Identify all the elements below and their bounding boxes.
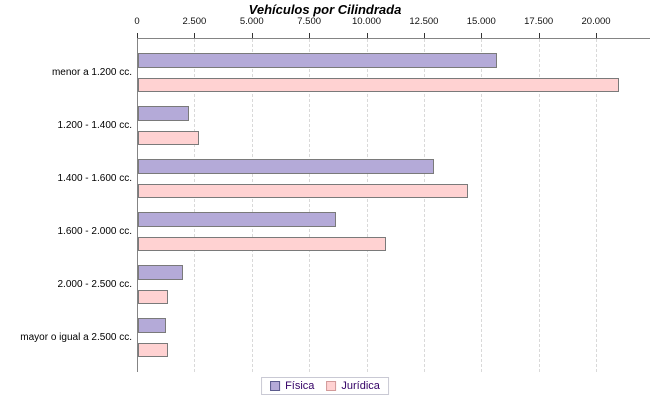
legend-label: Jurídica	[341, 380, 380, 392]
value-axis-tick-label: 17.500	[524, 16, 554, 27]
bar-jurídica-1	[138, 78, 619, 92]
gridline	[538, 39, 540, 372]
value-axis-tick-label: 5.000	[239, 16, 264, 27]
gridline	[423, 39, 425, 372]
value-axis-tick-label: 7.500	[297, 16, 322, 27]
value-axis-line	[137, 38, 650, 39]
legend-label: Física	[285, 380, 315, 392]
legend-item-física: Física	[270, 380, 314, 392]
bar-física-5	[138, 264, 183, 280]
category-label: menor a 1.200 cc.	[51, 67, 132, 78]
bar-jurídica-2	[138, 130, 199, 145]
value-axis-tick-label: 0	[134, 16, 140, 27]
category-label: 2.000 - 2.500 cc.	[57, 278, 133, 290]
bar-física-2	[138, 105, 190, 121]
value-axis-tick-mark	[194, 33, 196, 38]
value-axis-tick-label: 2.500	[182, 16, 207, 27]
bar-física-1	[138, 53, 498, 68]
value-axis-tick-label: 12.500	[409, 16, 439, 27]
bar-jurídica-5	[138, 289, 168, 304]
value-axis-tick-mark	[251, 33, 253, 38]
value-axis-tick-mark	[309, 33, 311, 38]
value-axis-tick-mark	[481, 33, 483, 38]
legend-swatch-física	[270, 381, 281, 391]
chart-title: Vehículos por Cilindrada	[248, 2, 402, 17]
value-axis-tick-mark	[423, 33, 425, 38]
bar-física-4	[138, 211, 336, 227]
category-label: 1.400 - 1.600 cc.	[57, 172, 133, 184]
bar-física-6	[138, 317, 167, 333]
gridline	[194, 39, 196, 372]
gridline	[366, 39, 368, 372]
legend: Física Jurídica	[261, 377, 389, 395]
value-axis-tick-label: 20.000	[581, 16, 611, 27]
value-axis-tick-mark	[366, 33, 368, 38]
bar-física-3	[138, 158, 435, 174]
bar-jurídica-6	[138, 342, 168, 357]
value-axis-tick-mark	[596, 33, 598, 38]
gridline	[251, 39, 253, 372]
category-label: mayor o igual a 2.500 cc.	[20, 331, 132, 343]
gridline	[309, 39, 311, 372]
value-axis-tick-mark	[538, 33, 540, 38]
bar-jurídica-4	[138, 236, 387, 251]
legend-swatch-jurídica	[326, 381, 337, 391]
value-axis-tick-mark	[137, 33, 138, 38]
gridline	[596, 39, 598, 372]
value-axis-tick-label: 10.000	[351, 16, 382, 27]
category-label: 1.600 - 2.000 cc.	[57, 225, 133, 237]
bar-jurídica-3	[138, 183, 468, 198]
category-label: 1.200 - 1.400 cc.	[57, 119, 133, 131]
category-axis-line	[137, 38, 138, 372]
gridline	[481, 39, 483, 372]
value-axis-tick-label: 15.000	[466, 16, 496, 27]
legend-item-jurídica: Jurídica	[326, 380, 380, 392]
